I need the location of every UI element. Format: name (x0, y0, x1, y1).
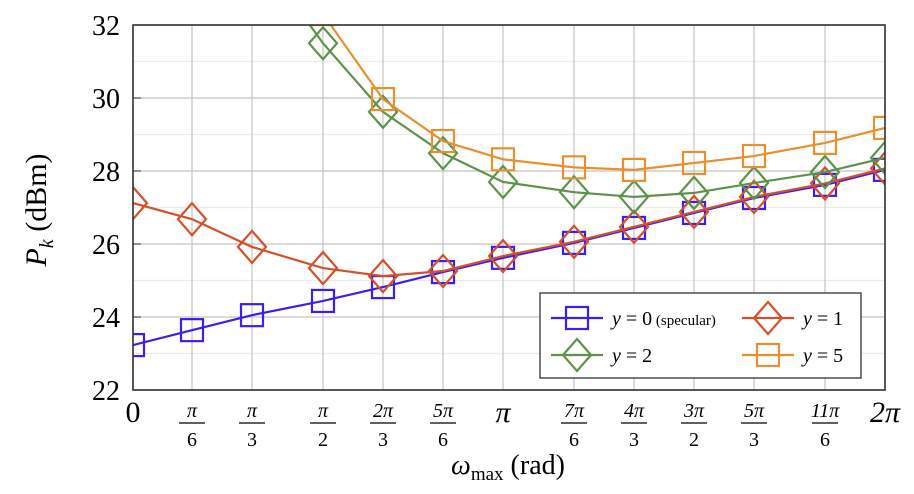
data-point (618, 179, 650, 215)
data-point (236, 229, 268, 265)
data-point (738, 179, 770, 215)
data-point (741, 143, 767, 169)
x-tick-denominator: 3 (378, 429, 388, 451)
y-tick-label: 30 (92, 84, 120, 115)
x-tick-label: π (495, 396, 511, 429)
data-point (681, 200, 707, 226)
data-point (487, 238, 519, 274)
data-point (678, 194, 710, 230)
data-point (809, 154, 841, 190)
series-line (133, 167, 885, 278)
x-tick-numerator: 4π (624, 400, 645, 422)
x-tick-numerator: 5π (744, 400, 765, 422)
x-tick-denominator: 6 (820, 429, 830, 451)
x-tick-numerator: 7π (564, 400, 585, 422)
data-point (307, 25, 339, 61)
series-line (308, 25, 885, 199)
y-tick-label: 22 (92, 376, 120, 407)
x-tick-denominator: 3 (247, 429, 257, 451)
plot-frame (132, 24, 886, 391)
x-tick-denominator: 6 (569, 429, 579, 451)
legend-marker (755, 342, 781, 368)
legend-marker (561, 337, 593, 373)
data-point (239, 303, 265, 328)
y-tick-label: 32 (92, 11, 120, 42)
y-tick-label: 28 (92, 157, 120, 188)
x-tick-denominator: 6 (438, 429, 448, 451)
data-point (621, 215, 647, 241)
legend-label: y = 0 (specular) (610, 308, 716, 330)
legend-label: y = 1 (801, 308, 843, 330)
x-tick-numerator: 11π (811, 400, 841, 422)
x-tick-numerator: π (247, 400, 258, 422)
data-point (558, 224, 590, 260)
x-tick-numerator: 2π (373, 400, 394, 422)
data-point (133, 333, 146, 358)
series-3 (310, 25, 885, 183)
x-axis-label: ωmax (rad) (451, 450, 565, 485)
data-point (307, 250, 339, 286)
data-point (812, 130, 838, 155)
data-point (561, 155, 587, 180)
data-point (133, 185, 149, 221)
data-point (179, 318, 205, 343)
data-point (427, 135, 459, 171)
y-tick-label: 24 (92, 303, 120, 334)
data-point (370, 86, 396, 112)
legend-marker (564, 305, 590, 331)
series-line (329, 25, 885, 172)
data-point (310, 25, 336, 27)
data-point (869, 140, 885, 176)
x-tick-numerator: 5π (433, 400, 454, 422)
x-tick-denominator: 3 (749, 429, 759, 451)
y-axis-label: Pk (dBm) (20, 153, 58, 267)
x-tick-denominator: 2 (689, 429, 699, 451)
series-layer (133, 25, 885, 358)
x-tick-numerator: π (318, 400, 329, 422)
series-2 (307, 25, 885, 215)
series-1 (133, 150, 885, 294)
data-point (487, 164, 519, 200)
data-point (741, 185, 767, 211)
data-point (490, 147, 516, 172)
data-point (427, 253, 459, 289)
x-tick-label: 2π (870, 396, 901, 429)
x-tick-label: 0 (126, 396, 141, 429)
x-tick-numerator: π (187, 400, 198, 422)
data-point (310, 288, 336, 314)
legend-label: y = 2 (610, 345, 652, 367)
data-point (367, 258, 399, 294)
data-point (678, 175, 710, 211)
data-point (872, 115, 885, 141)
legend-label: y = 5 (801, 345, 843, 367)
x-tick-denominator: 2 (318, 429, 328, 451)
data-point (621, 157, 647, 183)
data-point (872, 157, 885, 183)
y-tick-labels: 22 24 26 28 30 32 (92, 11, 141, 407)
data-point (430, 128, 456, 154)
x-tick-denominator: 6 (187, 429, 197, 451)
data-point (618, 209, 650, 245)
data-point (681, 150, 707, 176)
legend-marker (752, 300, 784, 336)
data-point (558, 174, 590, 210)
legend: y = 0 (specular) y = 1 y = 2 y = 5 (539, 292, 862, 379)
data-point (176, 201, 208, 237)
y-tick-label: 26 (92, 230, 120, 261)
x-tick-numerator: 3π (683, 400, 705, 422)
x-tick-denominator: 3 (629, 429, 639, 451)
data-point (738, 165, 770, 201)
